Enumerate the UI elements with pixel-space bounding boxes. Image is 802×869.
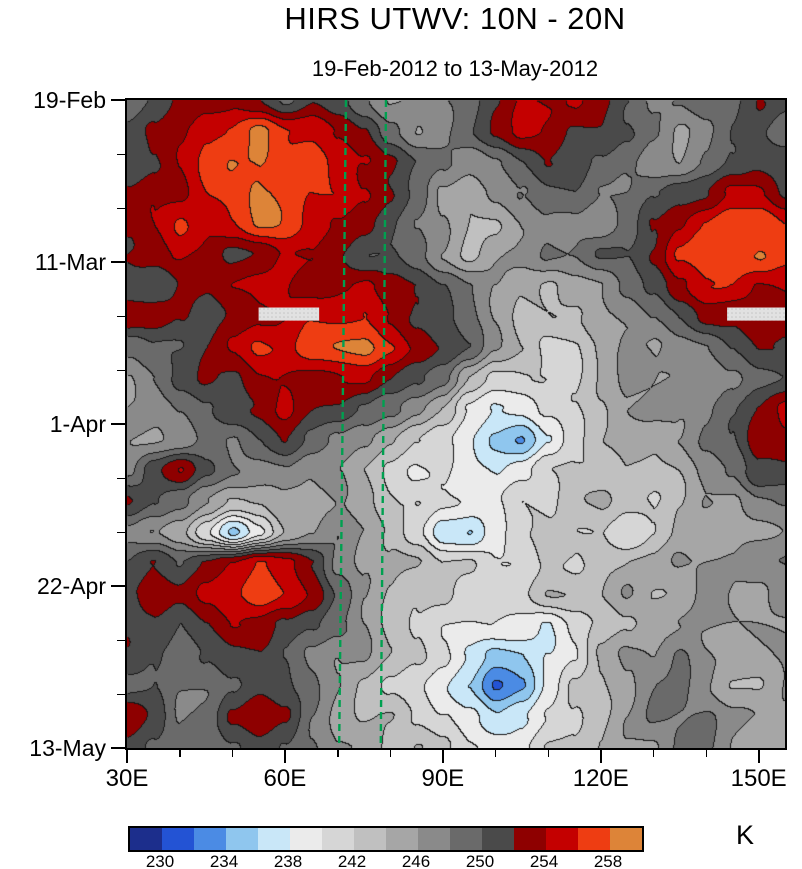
- colorbar-unit-label: K: [736, 820, 755, 850]
- x-tick-label: 90E: [421, 765, 465, 792]
- colorbar-segment: [482, 828, 514, 850]
- y-tick-major: [111, 99, 125, 101]
- colorbar-tick-label: 246: [401, 852, 431, 869]
- x-tick-label: 30E: [105, 765, 149, 792]
- colorbar-tick-label: 258: [593, 852, 623, 869]
- y-tick-minor: [117, 693, 125, 695]
- x-tick-major: [599, 750, 602, 763]
- x-tick-major: [126, 750, 128, 763]
- colorbar-segment: [514, 828, 546, 850]
- colorbar-segment: [258, 828, 290, 850]
- y-tick-major: [111, 585, 125, 587]
- y-tick-minor: [117, 639, 125, 641]
- colorbar-segment: [226, 828, 258, 850]
- x-tick-label: 150E: [730, 765, 787, 792]
- x-tick-minor: [494, 750, 497, 757]
- x-tick-minor: [389, 750, 392, 757]
- y-tick-label: 22-Apr: [36, 573, 106, 599]
- colorbar-segment: [450, 828, 482, 850]
- x-tick-label: 60E: [263, 765, 307, 792]
- colorbar-segment: [130, 828, 162, 850]
- x-tick-minor: [547, 750, 550, 757]
- chart-title: HIRS UTWV: 10N - 20N: [284, 1, 626, 36]
- x-tick-minor: [705, 750, 708, 757]
- colorbar: [128, 826, 644, 852]
- colorbar-segment: [546, 828, 578, 850]
- colorbar-tick-label: 238: [273, 852, 303, 869]
- colorbar-tick-label: 234: [209, 852, 239, 869]
- y-tick-major: [111, 261, 125, 263]
- plot-frame: [125, 98, 787, 750]
- y-tick-minor: [117, 315, 125, 317]
- x-tick-label: 120E: [572, 765, 629, 792]
- colorbar-tick-label: 230: [145, 852, 175, 869]
- colorbar-segment: [610, 828, 642, 850]
- y-tick-label: 19-Feb: [33, 87, 106, 113]
- contour-plot-canvas: [127, 100, 785, 748]
- y-tick-major: [111, 423, 125, 425]
- y-tick-major: [111, 747, 125, 749]
- x-tick-minor: [652, 750, 655, 757]
- y-tick-label: 13-May: [29, 735, 106, 761]
- x-tick-major: [283, 750, 286, 763]
- colorbar-segment: [418, 828, 450, 850]
- x-tick-major: [757, 750, 760, 763]
- y-tick-label: 1-Apr: [49, 411, 106, 437]
- y-tick-minor: [117, 477, 125, 479]
- colorbar-tick-label: 250: [465, 852, 495, 869]
- y-tick-minor: [117, 531, 125, 533]
- colorbar-segment: [162, 828, 194, 850]
- colorbar-segment: [194, 828, 226, 850]
- colorbar-segment: [290, 828, 322, 850]
- y-tick-minor: [117, 153, 125, 155]
- y-tick-label: 11-Mar: [34, 249, 106, 275]
- colorbar-segment: [578, 828, 610, 850]
- y-tick-minor: [117, 369, 125, 371]
- x-tick-minor: [231, 750, 234, 757]
- x-tick-minor: [179, 750, 181, 757]
- y-tick-minor: [117, 207, 125, 209]
- chart-subtitle: 19-Feb-2012 to 13-May-2012: [311, 56, 599, 81]
- x-tick-minor: [337, 750, 339, 757]
- colorbar-tick-label: 242: [337, 852, 367, 869]
- colorbar-tick-label: 254: [529, 852, 559, 869]
- colorbar-segment: [322, 828, 354, 850]
- x-tick-major: [441, 750, 444, 763]
- colorbar-segment: [354, 828, 386, 850]
- colorbar-segment: [386, 828, 418, 850]
